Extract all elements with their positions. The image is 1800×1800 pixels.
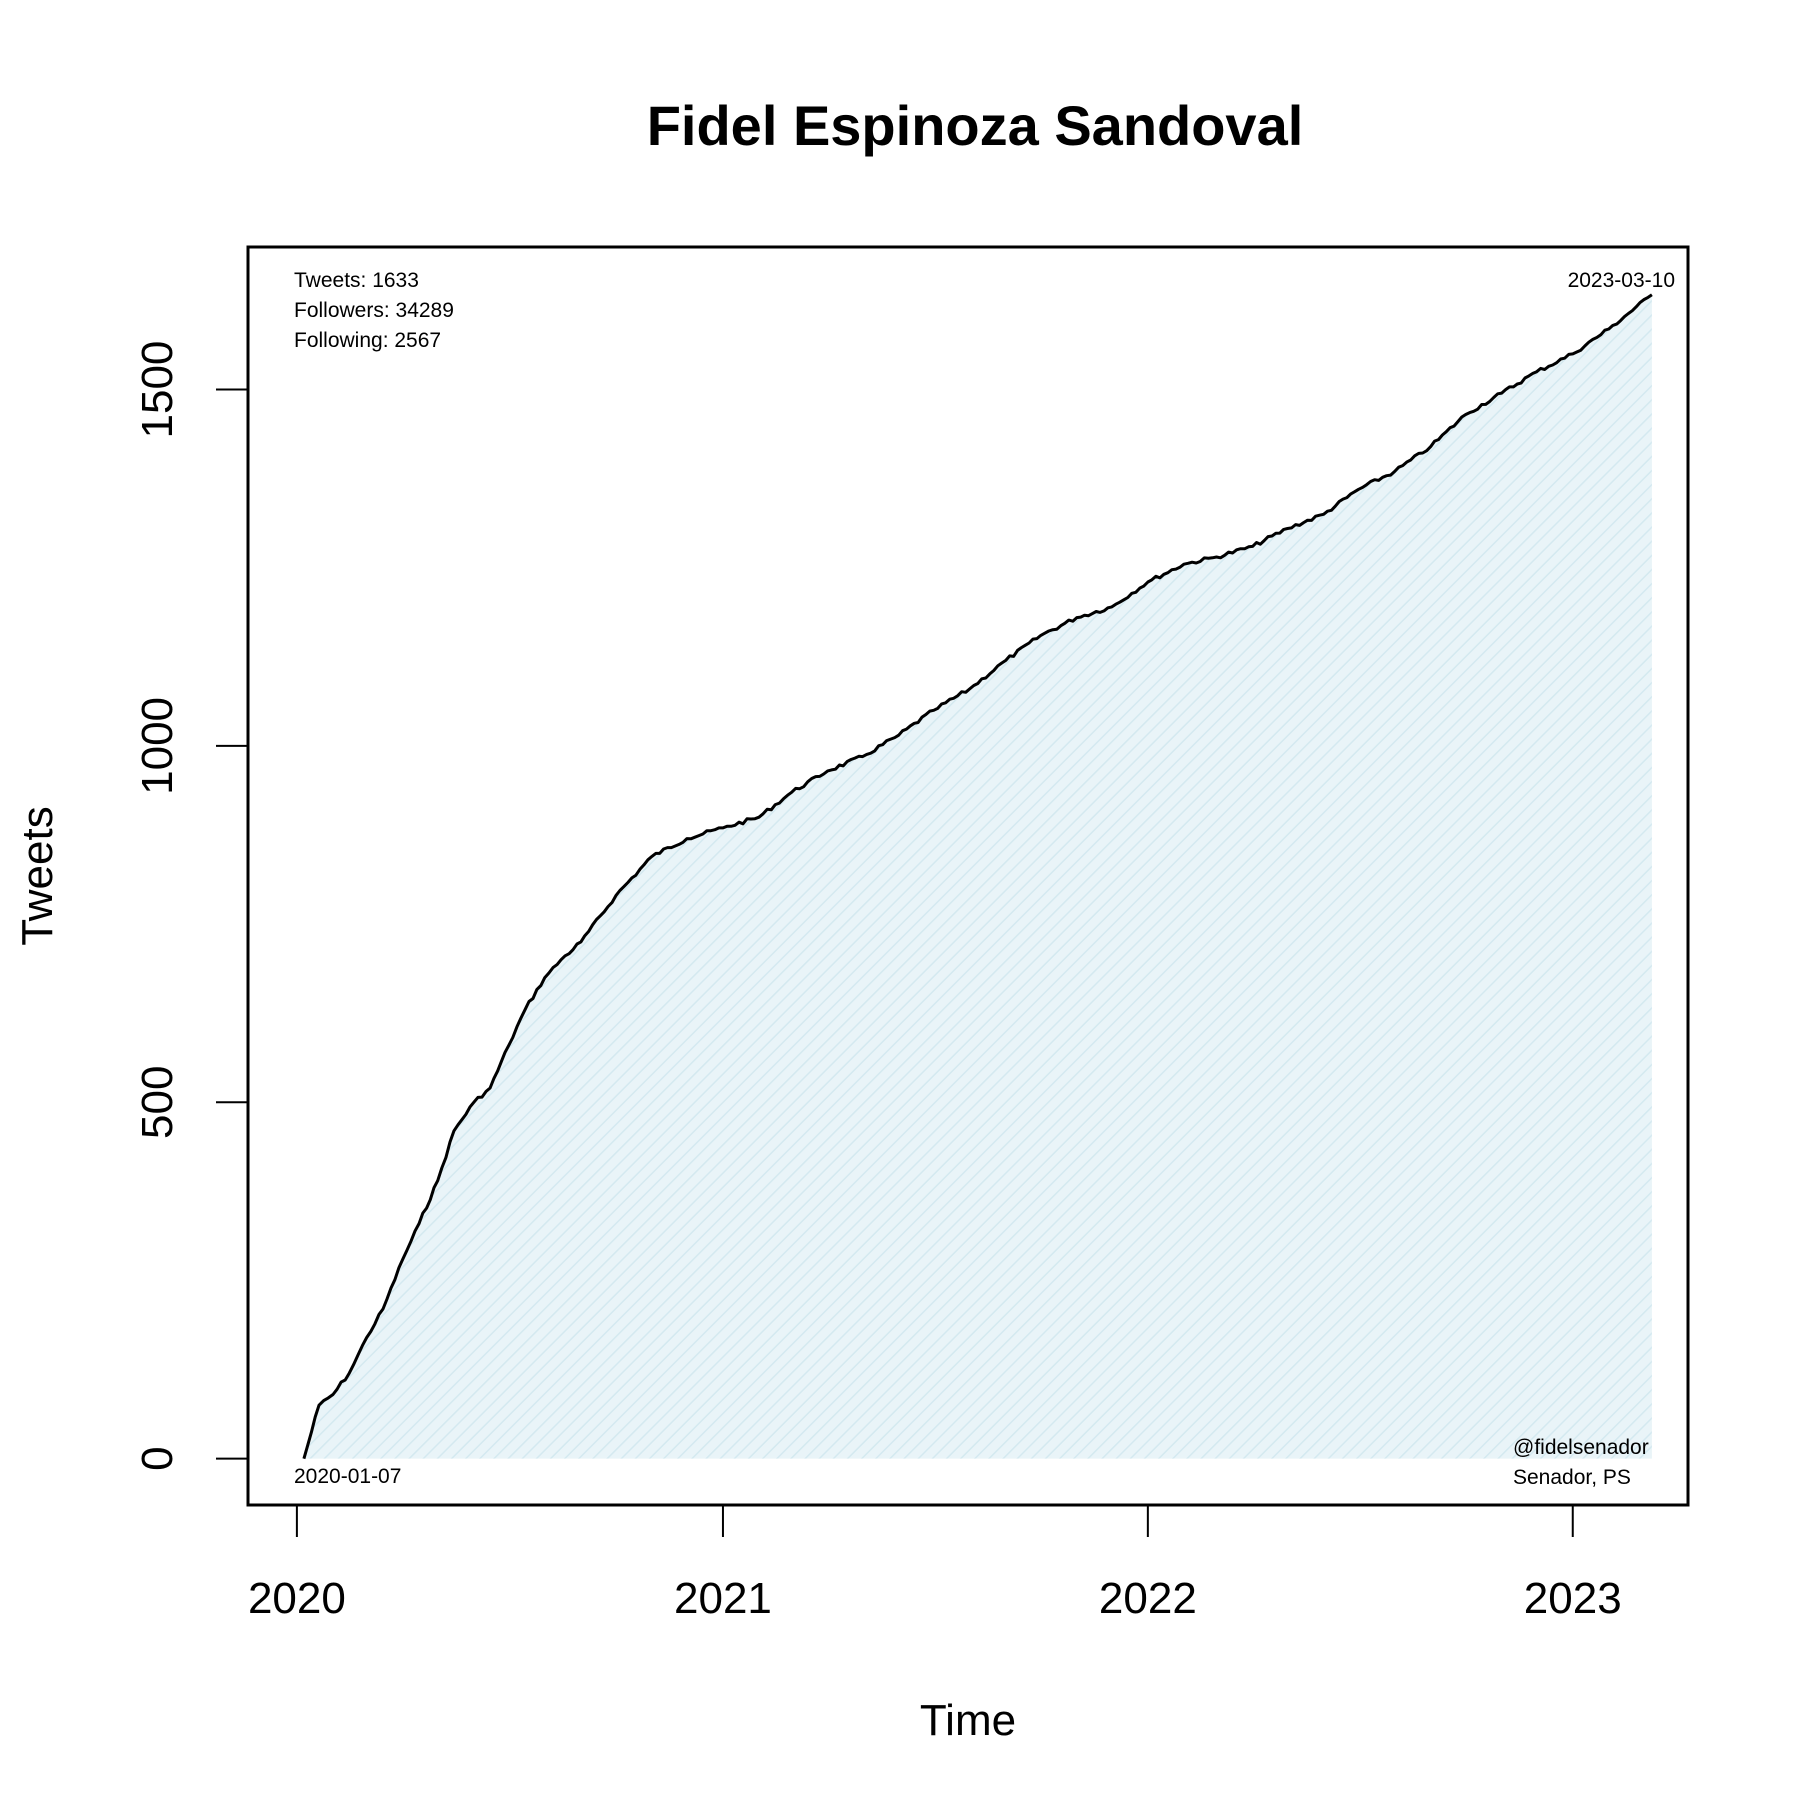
chart-title: Fidel Espinoza Sandoval [647,94,1304,157]
cumulative-area [303,294,1652,1459]
cumulative-line [302,293,1653,1460]
y-axis-label: Tweets [13,806,62,945]
end-date-label: 2023-03-10 [1568,269,1675,292]
following-count-label: Following: 2567 [294,329,441,352]
x-axis: 2020 2021 2022 2023 [248,1504,1622,1623]
x-tick-label: 2021 [674,1574,772,1623]
x-tick-label: 2020 [248,1574,346,1623]
handle-label: @fidelsenador [1513,1436,1649,1459]
start-date-label: 2020-01-07 [294,1465,401,1488]
y-tick-label: 0 [133,1446,182,1470]
plot-area [302,293,1653,1460]
x-tick-label: 2023 [1524,1574,1622,1623]
y-tick-label: 500 [133,1066,182,1139]
x-axis-label: Time [920,1696,1016,1745]
x-tick-label: 2022 [1099,1574,1197,1623]
y-tick-label: 1000 [133,697,182,795]
tweets-count-label: Tweets: 1633 [294,269,419,292]
y-axis: 0 500 1000 1500 [133,341,249,1471]
role-label: Senador, PS [1513,1466,1631,1489]
y-tick-label: 1500 [133,341,182,439]
followers-count-label: Followers: 34289 [294,299,454,322]
